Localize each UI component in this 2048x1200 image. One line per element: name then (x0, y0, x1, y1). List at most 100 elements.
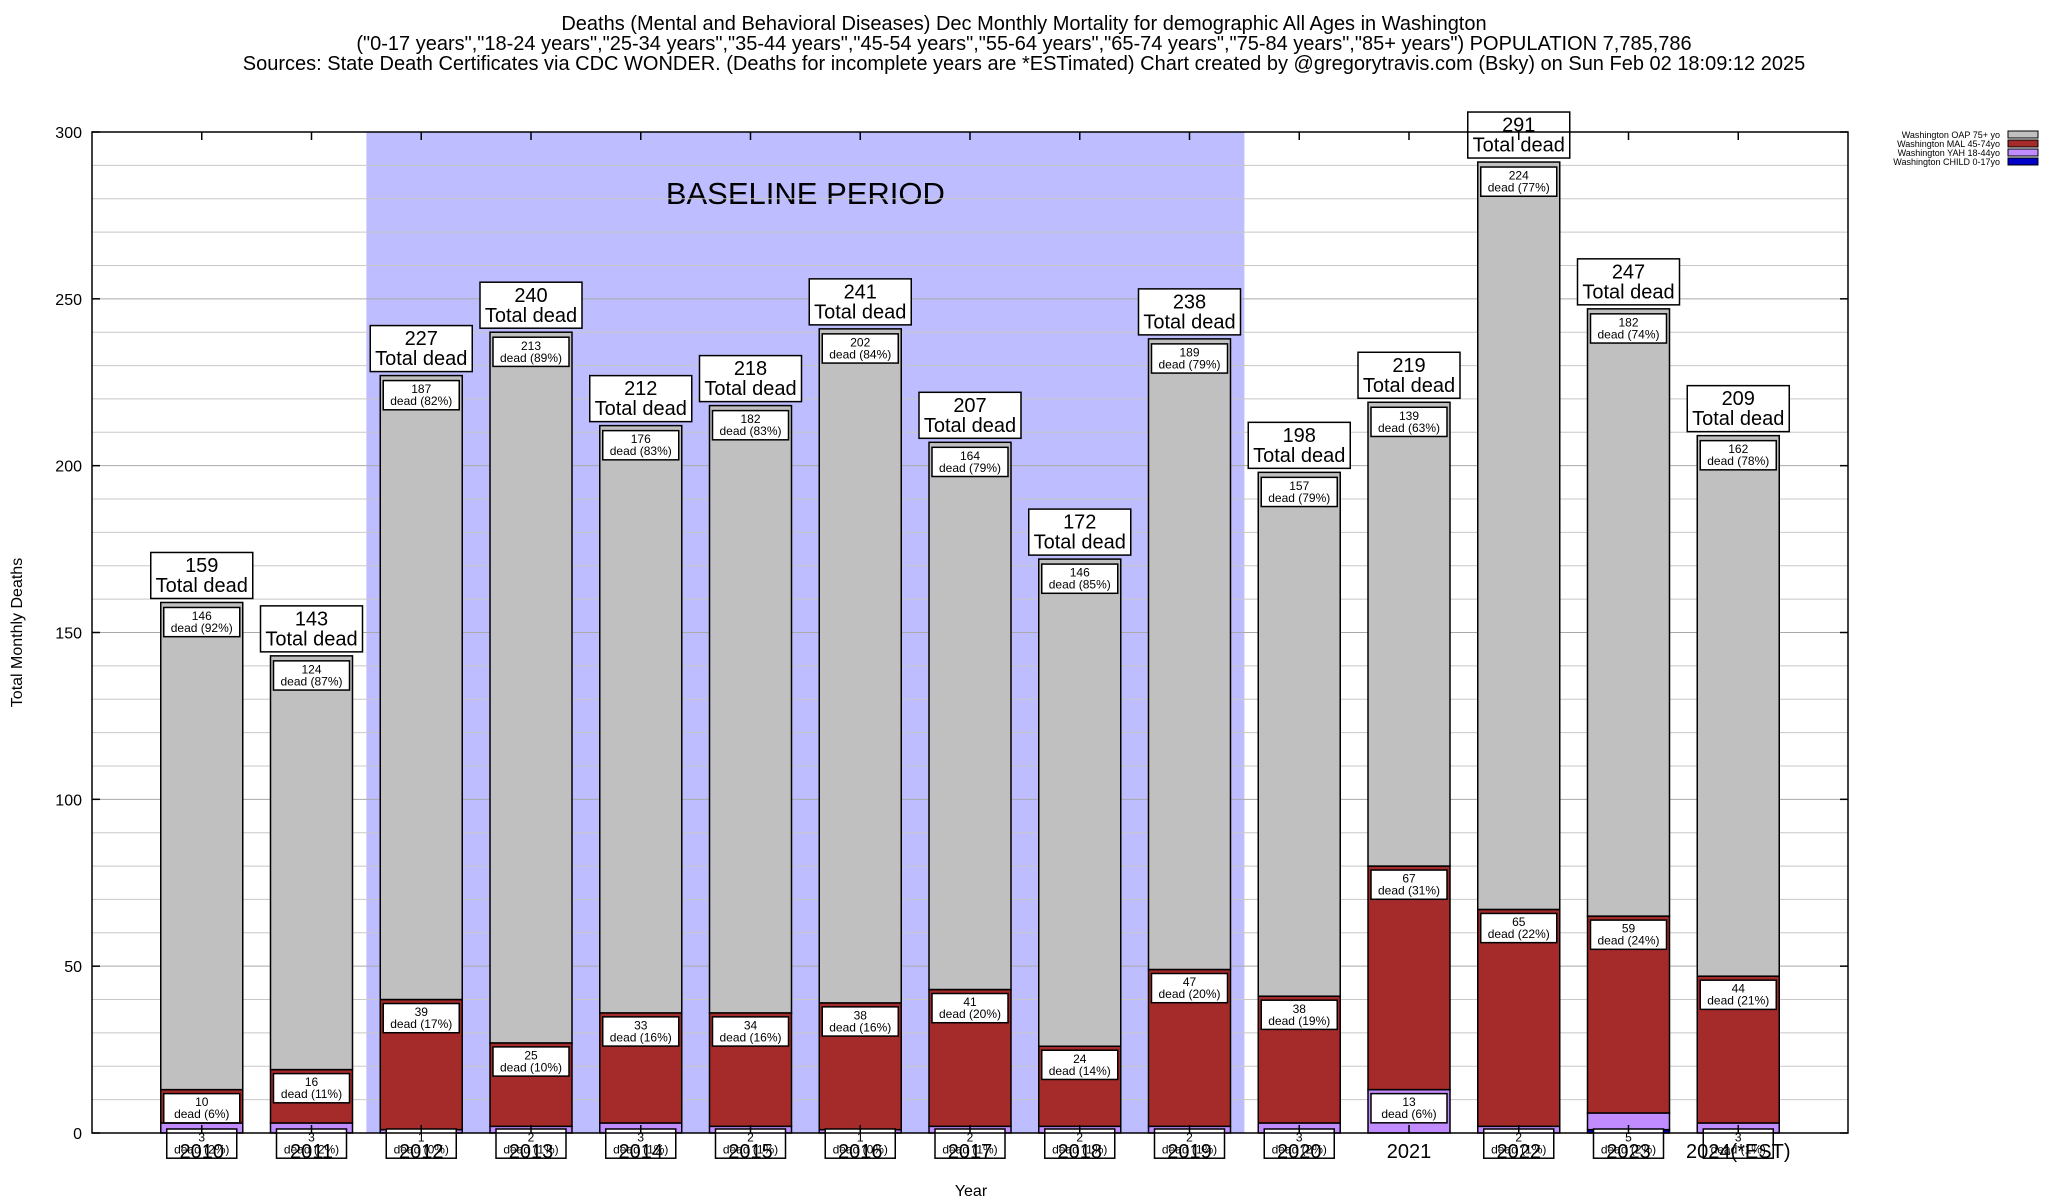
oap-label-text: dead (89%) (500, 351, 562, 365)
oap-label-text: dead (87%) (280, 674, 342, 688)
yah-label-text: dead (1%) (503, 1143, 558, 1157)
x-tick-label: 2020 (1277, 1141, 1322, 1163)
x-tick-label: 2019 (1167, 1141, 1212, 1163)
oap-label-text: dead (82%) (390, 394, 452, 408)
total-label-text: Total dead (485, 305, 577, 327)
oap-label-box (1480, 166, 1558, 197)
total-label-text: Total dead (1363, 375, 1455, 397)
bar-segment (1477, 161, 1561, 911)
total-label-text: Total dead (1582, 281, 1674, 303)
yah-label-text: dead (1%) (1162, 1143, 1217, 1157)
mal-label-text: 44 (1732, 982, 1746, 996)
mal-label-box (382, 1002, 460, 1034)
total-label-text: 143 (295, 608, 328, 630)
chart-title: Deaths (Mental and Behavioral Diseases) … (0, 14, 2048, 74)
bar-segment (1038, 558, 1122, 1047)
total-label-text: Total dead (1473, 135, 1565, 157)
yah-label-box (605, 1128, 677, 1159)
total-label-text: 212 (624, 378, 657, 400)
yah-label-box (1702, 1128, 1774, 1159)
yah-label-box (1044, 1128, 1116, 1159)
mal-label-text: 38 (854, 1008, 868, 1022)
oap-label-text: 139 (1399, 409, 1419, 423)
oap-label-text: dead (79%) (1158, 357, 1220, 371)
total-label-box (1686, 384, 1790, 433)
bar-segment (489, 331, 573, 1044)
mal-label-text: 65 (1512, 915, 1526, 929)
total-label-text: Total dead (1143, 311, 1235, 333)
yah-label-box (275, 1128, 348, 1159)
total-label-box (698, 354, 803, 403)
total-label-box (150, 551, 254, 600)
bar-segment (1257, 471, 1341, 997)
oap-label-box (711, 409, 790, 441)
yah-label-text: dead (1%) (613, 1143, 668, 1157)
legend-swatch (2007, 130, 2039, 139)
mal-label-text: 59 (1622, 922, 1636, 936)
total-label-text: 207 (953, 395, 986, 417)
total-label-box (369, 324, 473, 373)
x-tick-label: 2013 (509, 1141, 554, 1163)
yah-label-text: 2 (1515, 1131, 1522, 1145)
oap-label-text: dead (83%) (610, 444, 672, 458)
mal-label-box (711, 1016, 790, 1047)
total-label-text: Total dead (595, 398, 687, 420)
total-label-box (589, 374, 693, 423)
bar-segment (379, 374, 463, 1001)
oap-label-box (1699, 439, 1777, 471)
total-label-box (918, 391, 1022, 440)
total-label-box (1247, 421, 1351, 470)
x-tick-label: 2018 (1058, 1141, 1103, 1163)
yah-label-text: 5 (1625, 1131, 1632, 1145)
mal-label-text: 24 (1073, 1052, 1087, 1066)
yah-label-text: dead (0%) (394, 1143, 449, 1157)
yah-label-text: 2 (747, 1131, 754, 1145)
mal-label-text: dead (20%) (1158, 987, 1220, 1001)
oap-label-text: dead (74%) (1597, 327, 1659, 341)
mal-label-text: dead (22%) (1488, 927, 1550, 941)
mal-label-text: 16 (305, 1075, 319, 1089)
yah-label-text: dead (6%) (1381, 1107, 1436, 1121)
oap-label-text: dead (85%) (1049, 578, 1111, 592)
mal-label-text: 33 (634, 1018, 648, 1032)
mal-label-box (821, 1006, 899, 1037)
bar-segment (928, 441, 1012, 991)
total-label-text: Total dead (1692, 408, 1784, 430)
bar-segment (818, 328, 902, 1004)
oap-label-text: 146 (1070, 566, 1090, 580)
total-label-text: Total dead (924, 415, 1016, 437)
oap-label-text: 189 (1179, 345, 1199, 359)
x-tick-label: 2017 (948, 1141, 993, 1163)
mal-label-box (1480, 912, 1558, 944)
oap-label-box (1370, 406, 1448, 438)
oap-label-text: dead (63%) (1378, 421, 1440, 435)
mal-label-text: dead (21%) (1707, 994, 1769, 1008)
y-tick-label: 100 (55, 792, 82, 809)
y-tick-label: 0 (73, 1126, 82, 1143)
axes: 0 50 100 150 200 250 300 2010 2011 2012 2013 2014 20… (9, 125, 1849, 1200)
mal-label-text: 25 (524, 1048, 538, 1062)
yah-label-text: 3 (198, 1131, 205, 1145)
y-tick-label: 150 (55, 626, 82, 643)
oap-label-text: 182 (740, 412, 760, 426)
legend-label: Washington MAL 45-74yo (1897, 139, 2000, 149)
yah-label-text: 1 (418, 1131, 425, 1145)
oap-label-box (602, 429, 680, 461)
bar-segment (269, 655, 354, 1071)
x-tick-label: 2016 (838, 1141, 883, 1163)
oap-label-text: 146 (192, 609, 212, 623)
oap-label-text: dead (84%) (829, 347, 891, 361)
bar-segment (1696, 434, 1780, 977)
oap-label-text: 157 (1289, 479, 1309, 493)
legend-swatch (2007, 157, 2039, 166)
x-tick-label: 2014 (619, 1141, 664, 1163)
mal-label-text: dead (17%) (390, 1017, 452, 1031)
title-line-1: Deaths (Mental and Behavioral Diseases) … (561, 13, 1487, 35)
oap-label-text: dead (83%) (719, 424, 781, 438)
yah-label-text: dead (1%) (1052, 1143, 1107, 1157)
oap-label-text: dead (79%) (1268, 491, 1330, 505)
total-label-text: Total dead (375, 348, 467, 370)
total-label-text: 238 (1173, 291, 1206, 313)
oap-label-box (1041, 563, 1119, 595)
